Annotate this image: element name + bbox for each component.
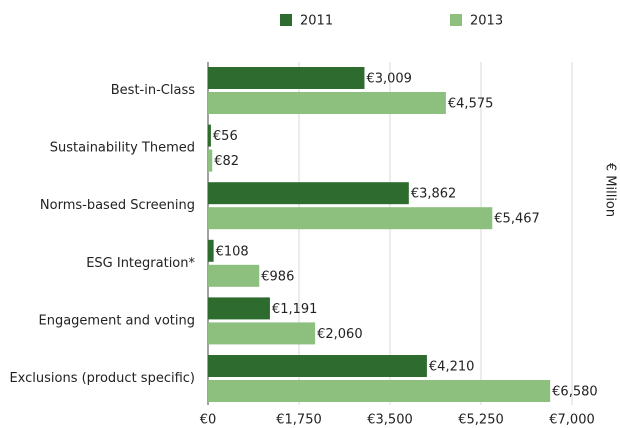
value-label: €2,060	[317, 327, 363, 342]
legend-label: 2011	[300, 14, 333, 29]
bar	[208, 297, 270, 320]
value-label: €56	[213, 129, 238, 144]
value-label: €986	[261, 269, 294, 284]
legend-swatch	[280, 14, 292, 26]
axis-label: € Million	[603, 163, 618, 217]
x-tick-label: €1,750	[276, 413, 322, 428]
legend-swatch	[450, 14, 462, 26]
y-tick-label: Sustainability Themed	[50, 141, 195, 156]
legend-label: 2013	[470, 14, 503, 29]
value-label: €1,191	[272, 302, 318, 317]
bar	[208, 92, 446, 114]
y-tick-label: Engagement and voting	[39, 313, 196, 328]
value-label: €6,580	[552, 385, 598, 400]
bar	[208, 239, 214, 262]
y-tick-label: Best-in-Class	[111, 83, 195, 98]
value-label: €3,862	[411, 187, 457, 202]
value-label: €5,467	[494, 212, 540, 227]
x-tick-label: €3,500	[367, 413, 413, 428]
x-tick-label: €5,250	[458, 413, 504, 428]
y-tick-label: ESG Integration*	[86, 256, 195, 271]
bar	[208, 67, 365, 89]
bar	[208, 149, 213, 172]
bar	[208, 264, 260, 287]
bar	[208, 182, 409, 205]
x-tick-label: €0	[200, 413, 217, 428]
bar	[208, 355, 427, 377]
bar	[208, 322, 316, 345]
value-label: €82	[214, 154, 239, 169]
y-tick-label: Norms-based Screening	[40, 198, 195, 213]
x-tick-label: €7,000	[549, 413, 595, 428]
bar	[208, 207, 493, 230]
bar	[208, 380, 551, 402]
value-label: €108	[216, 244, 249, 259]
bar	[208, 124, 211, 147]
value-label: €3,009	[366, 72, 412, 87]
y-tick-label: Exclusions (product specific)	[9, 371, 195, 386]
value-label: €4,210	[429, 360, 475, 375]
value-label: €4,575	[448, 97, 494, 112]
